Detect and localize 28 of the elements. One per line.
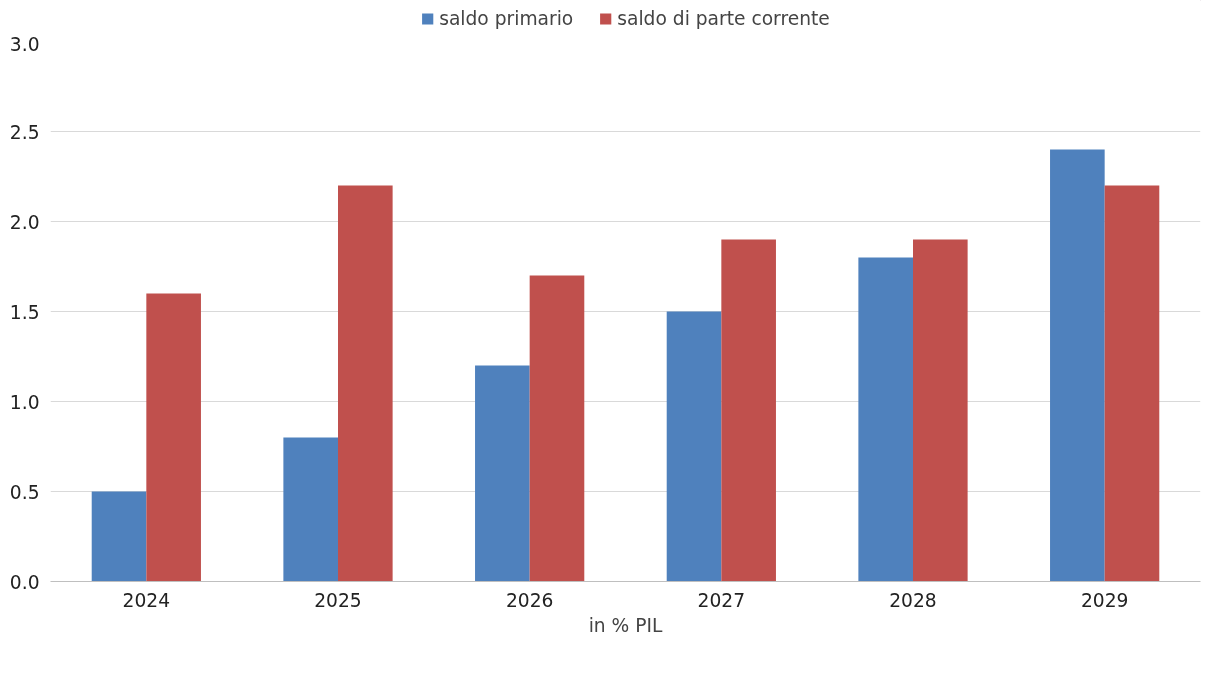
bar [913,239,968,582]
bar [283,437,338,582]
y-tick-label: 0.0 [9,571,40,593]
bar [1050,149,1105,582]
y-tick-label: 0.5 [9,481,40,503]
bar [475,365,530,582]
bar [666,311,722,582]
y-tick-label: 2.0 [9,211,40,233]
legend-label: saldo primario [439,7,574,29]
y-tick-label: 1.0 [9,391,40,413]
x-tick-label: 2025 [314,589,362,611]
bar [858,257,913,582]
bar [146,293,201,582]
x-tick-label: 2029 [1080,589,1129,611]
bar [1104,185,1160,582]
x-tick-label: 2024 [122,589,171,611]
bar [721,239,776,582]
bar [529,275,585,582]
y-tick-label: 1.5 [9,301,40,323]
x-tick-label: 2028 [889,589,937,611]
x-tick-label: 2026 [505,589,554,611]
x-axis-title: in % PIL [588,614,663,636]
x-tick-label: 2027 [697,589,746,611]
y-tick-label: 3.0 [9,33,40,55]
y-tick-label: 2.5 [9,121,40,143]
legend-label: saldo di parte corrente [617,7,830,29]
bar [338,185,393,582]
bar [91,491,147,582]
